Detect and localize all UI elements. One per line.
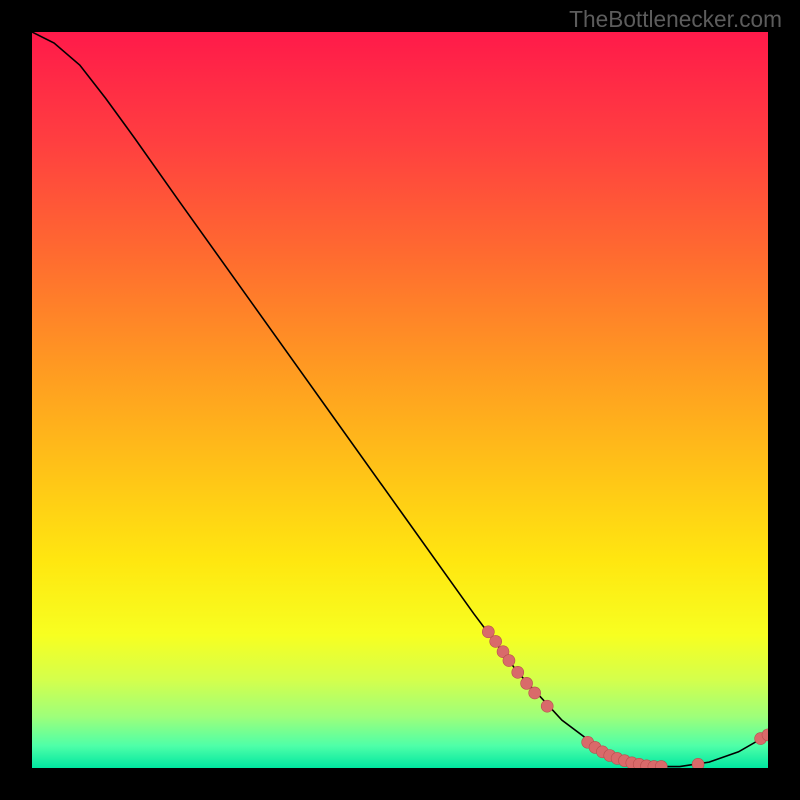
- watermark-text: TheBottlenecker.com: [569, 6, 782, 33]
- scatter-point: [521, 677, 533, 689]
- stage: TheBottlenecker.com: [0, 0, 800, 800]
- scatter-series: [482, 626, 768, 768]
- chart-plot: [32, 32, 768, 768]
- scatter-point: [692, 758, 704, 768]
- scatter-point: [529, 687, 541, 699]
- scatter-point: [512, 666, 524, 678]
- scatter-point: [541, 700, 553, 712]
- chart-overlay: [32, 32, 768, 768]
- scatter-point: [503, 655, 515, 667]
- scatter-point: [490, 635, 502, 647]
- curve-line: [32, 32, 768, 767]
